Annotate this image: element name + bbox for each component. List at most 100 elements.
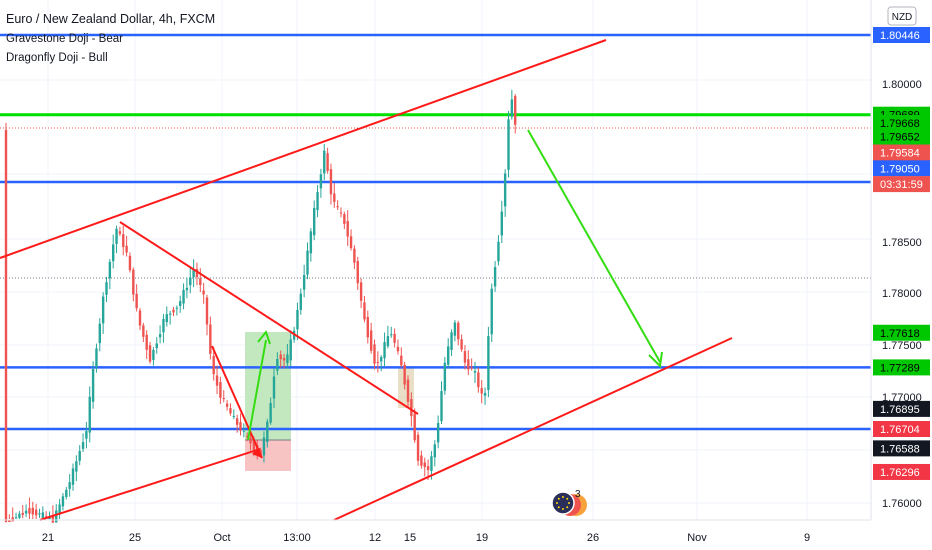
candle-body (483, 392, 487, 396)
currency-badge: NZD (892, 12, 913, 23)
candle-body (373, 344, 376, 364)
candle-body (316, 192, 319, 211)
flag-star (562, 496, 564, 498)
candle-body (14, 517, 18, 519)
candle-body (319, 174, 323, 189)
candle-body (8, 520, 11, 523)
candle-body (219, 382, 222, 398)
candle-body (252, 439, 256, 450)
candle-body (336, 206, 339, 208)
candle-body (302, 274, 306, 290)
candle-body (182, 290, 185, 304)
candle-body (450, 332, 453, 350)
flag-star (566, 506, 569, 509)
price-label-text: 1.79584 (880, 148, 920, 160)
candle-body (262, 437, 266, 456)
x-tick-label: 25 (129, 532, 141, 544)
trend-line[interactable] (39, 448, 261, 521)
candle-body (443, 362, 447, 391)
price-label-text: 1.79652 (880, 132, 920, 144)
candle-body (430, 456, 433, 471)
candle-body (453, 322, 457, 336)
price-label-text: 1.76704 (880, 424, 920, 436)
highlight-zone (398, 366, 414, 408)
indicator-gravestone: Gravestone Doji - Bear (6, 33, 123, 45)
price-label: 1.79668 (873, 115, 930, 132)
candle-body (101, 296, 105, 324)
candle-body (289, 339, 292, 361)
candle-body (235, 418, 239, 425)
candle-body (269, 403, 272, 423)
x-tick-label: 13:00 (283, 532, 311, 544)
candle-body (249, 437, 252, 444)
candle-body (152, 349, 155, 360)
candle-body (309, 231, 313, 254)
candle-body (246, 435, 249, 437)
price-label: 1.77289 (873, 359, 930, 376)
price-label-bg (873, 421, 930, 437)
trend-line[interactable] (119, 221, 419, 415)
projection-arrow-down[interactable] (527, 129, 661, 363)
candle-body (232, 415, 235, 417)
candle-body (112, 244, 115, 262)
x-tick-label: 21 (42, 532, 54, 544)
candle-body (135, 293, 138, 309)
candle-body (369, 330, 373, 351)
candle-body (41, 512, 45, 518)
candle-body (490, 288, 493, 335)
candle-body (205, 297, 209, 325)
candle-body (165, 314, 168, 323)
price-label: 1.76588 (873, 440, 930, 457)
candle-body (396, 346, 400, 352)
x-tick-label: 26 (587, 532, 599, 544)
candle-body (416, 434, 420, 461)
candle-body (142, 325, 145, 337)
trend-line[interactable] (0, 39, 607, 259)
price-label: 1.76704 (873, 421, 930, 437)
candle-body (34, 509, 38, 516)
candle-body (473, 370, 477, 373)
candle-body (266, 421, 269, 442)
candle-body (436, 423, 440, 443)
candle-body (480, 388, 483, 394)
candle-body (11, 517, 14, 522)
long-position-stop-zone[interactable] (245, 440, 291, 471)
price-label: 1.76296 (873, 463, 930, 480)
trend-line[interactable] (333, 337, 733, 521)
candle-body (353, 248, 356, 263)
candle-body (4, 129, 8, 523)
candle-body (18, 513, 21, 518)
candle-body (279, 354, 282, 360)
candle-body (28, 508, 31, 514)
price-label-bg (873, 27, 930, 43)
candle-body (195, 269, 199, 277)
candle-body (105, 282, 108, 295)
candle-body (108, 261, 112, 279)
economic-events-badge[interactable]: 3 (551, 489, 587, 516)
currency-selector[interactable]: NZD (887, 6, 917, 26)
candle-body (38, 513, 41, 515)
price-label-text: 1.77289 (880, 362, 920, 374)
trend-line[interactable] (211, 345, 263, 459)
candle-body (179, 301, 182, 306)
price-label: 03:31:59 (873, 176, 930, 193)
candle-body (447, 346, 450, 365)
candle-body (185, 287, 189, 291)
candle-body (493, 267, 497, 287)
candle-body (326, 153, 329, 171)
candle-body (122, 234, 125, 248)
candle-body (276, 359, 279, 371)
candle-body (299, 293, 302, 310)
candle-body (383, 342, 386, 359)
projection-arrow-up[interactable] (247, 339, 267, 441)
chart-title: Euro / New Zealand Dollar, 4h, FXCM (6, 12, 215, 26)
candle-body (420, 455, 423, 466)
x-tick-label: Nov (687, 532, 707, 544)
candle-body (503, 173, 507, 207)
indicator-dragonfly: Dragonfly Doji - Bull (6, 52, 108, 64)
x-tick-label: 19 (476, 532, 488, 544)
price-label: 1.80446 (873, 27, 930, 43)
candle-body (222, 398, 225, 400)
price-label-text: 1.79668 (880, 118, 920, 130)
